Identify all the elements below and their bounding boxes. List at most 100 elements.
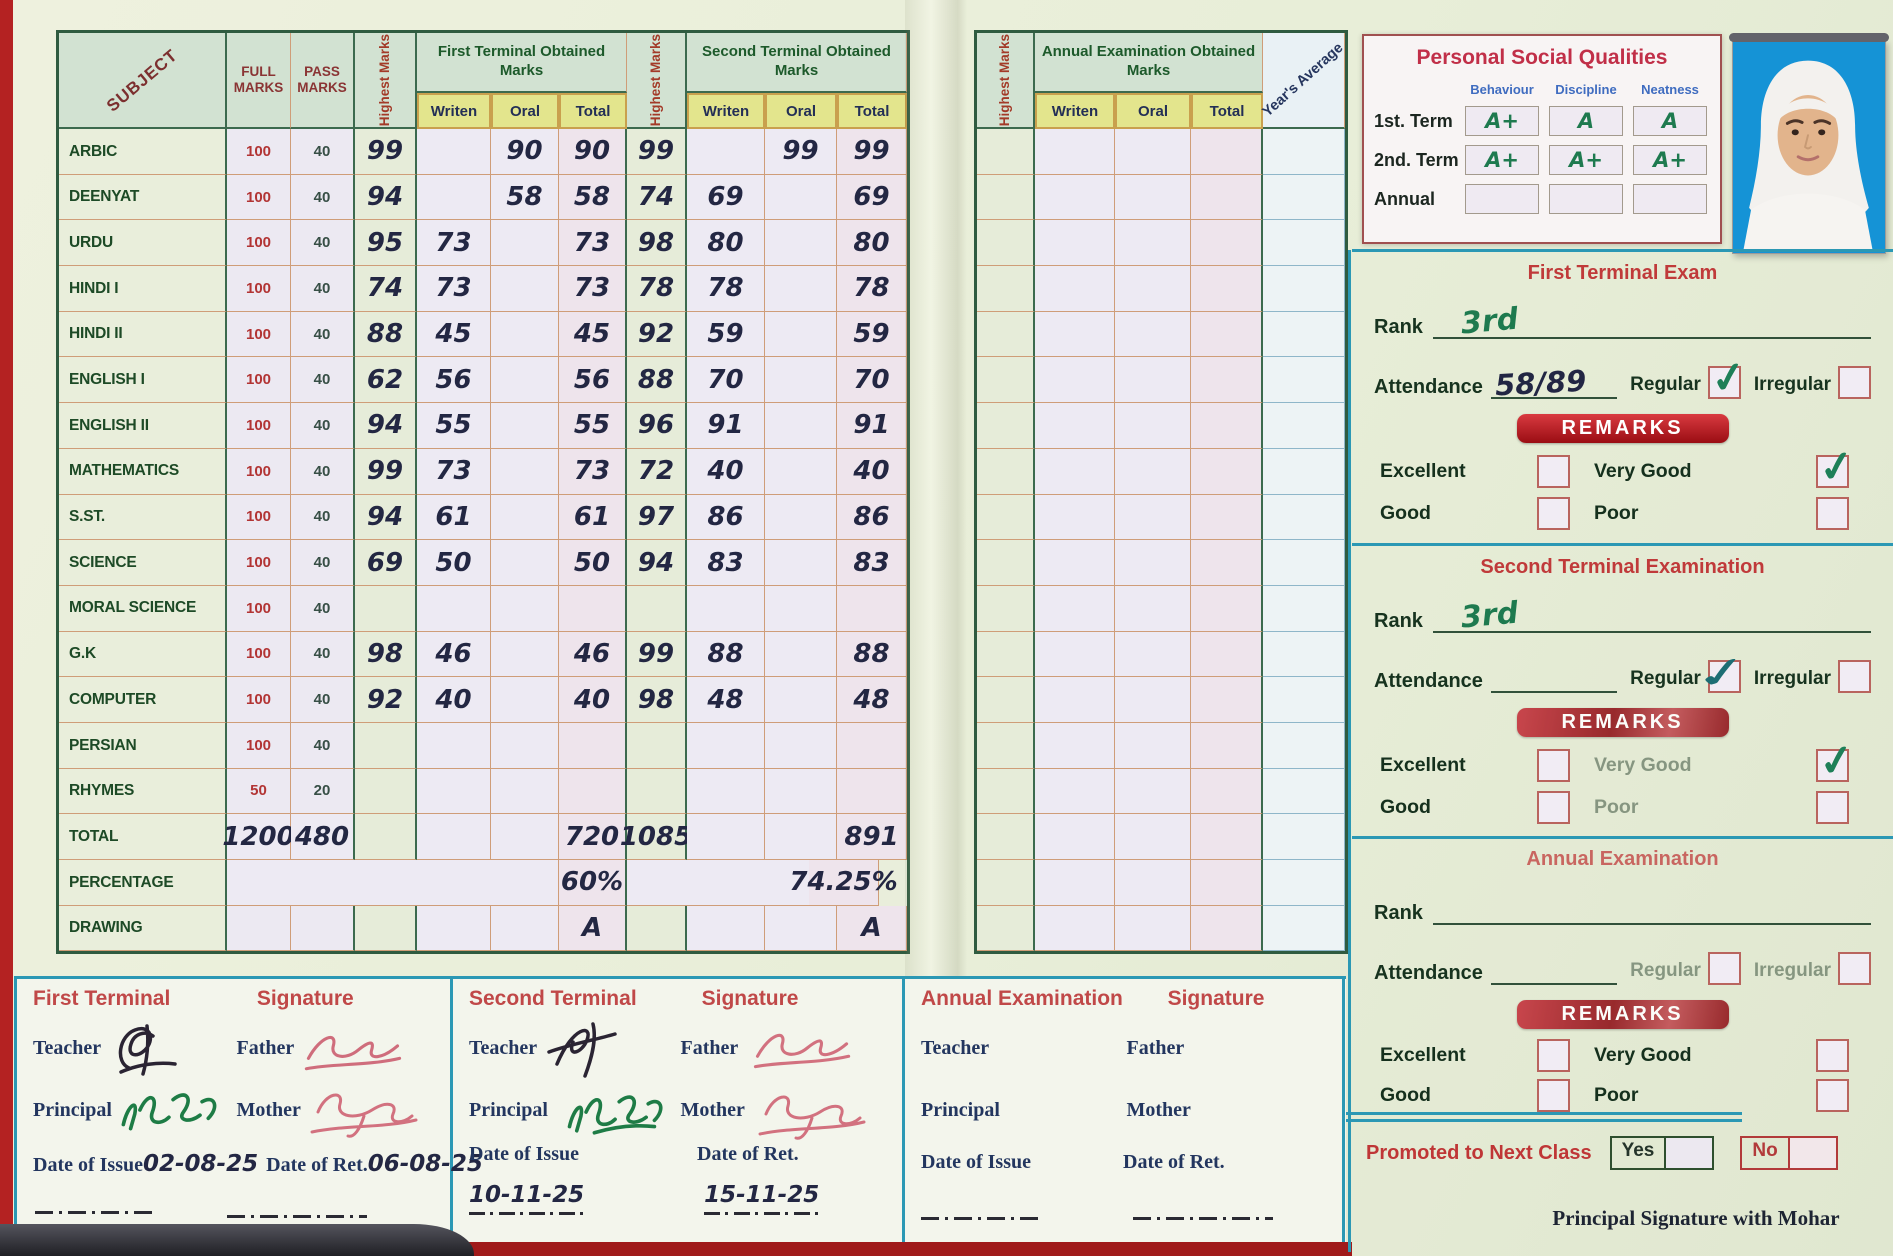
marks-cell: 90 [491,129,559,175]
marks-cell: 61 [559,494,627,541]
annual-cell [1263,768,1345,815]
good-checkbox[interactable] [1537,1079,1570,1112]
second-terminal-signature-block: Second Terminal Signature Teacher Father… [453,979,905,1242]
marks-cell [765,266,837,312]
irregular-checkbox[interactable] [1838,952,1871,985]
annual-cell [1035,585,1115,632]
rank-label: Rank [1374,902,1423,924]
marks-cell: 78 [837,266,907,312]
annual-cell [1035,129,1115,175]
irregular-checkbox[interactable] [1838,660,1871,693]
annual-cell [1115,631,1191,678]
section-divider [1340,1112,1742,1115]
marks-cell: 20 [291,768,355,815]
marks-cell [355,585,417,632]
good-checkbox[interactable] [1537,497,1570,530]
annual-cell [1263,860,1345,906]
attendance-field [1490,649,1618,693]
subject-name: PERCENTAGE [59,860,227,906]
section-divider [1352,543,1893,546]
marks-cell: 100 [227,631,291,678]
poor-checkbox[interactable] [1816,791,1849,824]
annual-cell [1115,494,1191,541]
marks-cell: 100 [227,129,291,175]
annual-cell [1035,631,1115,678]
marks-cell: A [837,905,907,952]
good-checkbox[interactable] [1537,791,1570,824]
marks-cell [417,722,491,769]
yes-checkbox[interactable] [1664,1138,1713,1168]
marks-cell: 40 [291,174,355,221]
poor-label: Poor [1594,796,1639,818]
marks-cell: 86 [837,494,907,541]
annual-cell [1191,540,1263,586]
excellent-checkbox[interactable] [1537,749,1570,782]
marks-cell: 72 [627,448,687,495]
first-terminal-signature-block: First Terminal Signature Teacher Father … [17,979,483,1242]
dashed-line [1133,1217,1273,1220]
highest-marks-header: Highest Marks [355,33,417,129]
very-good-label: Very Good [1594,460,1692,482]
annual-cell [1115,768,1191,815]
section-title: Second Terminal Examination [1480,556,1765,578]
poor-checkbox[interactable] [1816,497,1849,530]
principal-signature [567,1095,663,1135]
marks-cell: 891 [837,814,907,860]
very-good-label: Very Good [1594,1044,1692,1066]
annual-cell [1191,220,1263,267]
poor-checkbox[interactable] [1816,1079,1849,1112]
excellent-checkbox[interactable] [1537,455,1570,488]
regular-checkbox[interactable] [1707,366,1741,399]
marks-cell: 1085 [620,814,692,860]
annual-cell [1263,722,1345,769]
marks-cell: 69 [687,174,765,221]
marks-cell [227,905,291,952]
irregular-checkbox[interactable] [1838,366,1871,399]
regular-checkbox[interactable] [1707,660,1741,693]
irregular-label: Irregular [1753,960,1831,981]
marks-cell [765,768,837,815]
regular-checkbox[interactable] [1707,952,1741,985]
annual-cell [1263,357,1345,404]
marks-cell: 99 [765,129,837,175]
date-of-issue-value: 10-11-25 [469,1182,585,1215]
written-header: Writen [417,93,491,129]
very-good-checkbox[interactable] [1816,1039,1849,1072]
teacher-signature [118,1024,177,1076]
grade-box: A+ [1465,106,1539,136]
very-good-label: Very Good [1594,754,1692,776]
annual-cell [1191,768,1263,815]
remarks-badge: REMARKS [1516,414,1729,443]
marks-cell: 40 [291,677,355,723]
full-marks-header: FULL MARKS [227,33,291,129]
excellent-checkbox[interactable] [1537,1039,1570,1072]
signature-heading: Signature [256,987,354,1010]
section-divider [1352,249,1893,252]
regular-label: Regular [1630,374,1701,395]
marks-cell: 91 [837,403,907,449]
good-label: Good [1380,1084,1431,1106]
promoted-yes-option[interactable]: Yes [1609,1136,1715,1170]
annual-cell [977,448,1035,495]
very-good-checkbox[interactable] [1816,455,1849,488]
marks-cell: 40 [291,585,355,632]
irregular-label: Irregular [1753,668,1831,689]
marks-cell: 48 [687,677,765,723]
very-good-checkbox[interactable] [1816,749,1849,782]
marks-cell: 50 [417,540,491,586]
rank-field: 3rd [1432,581,1871,635]
father-label: Father [1126,1036,1185,1059]
marks-cell [491,631,559,678]
annual-cell [1115,540,1191,586]
date-of-ret-label: Date of Ret. [266,1154,368,1176]
marks-cell: 73 [417,220,491,267]
regular-label: Regular [1630,960,1701,981]
psq-title: Personal Social Qualities [1416,46,1668,69]
marks-cell [491,403,559,449]
phone-corner [0,1224,474,1256]
annual-cell [1035,860,1115,906]
annual-cell [1115,357,1191,404]
annual-cell [1115,677,1191,723]
promoted-no-option[interactable]: No [1740,1136,1838,1170]
no-checkbox[interactable] [1787,1138,1836,1168]
